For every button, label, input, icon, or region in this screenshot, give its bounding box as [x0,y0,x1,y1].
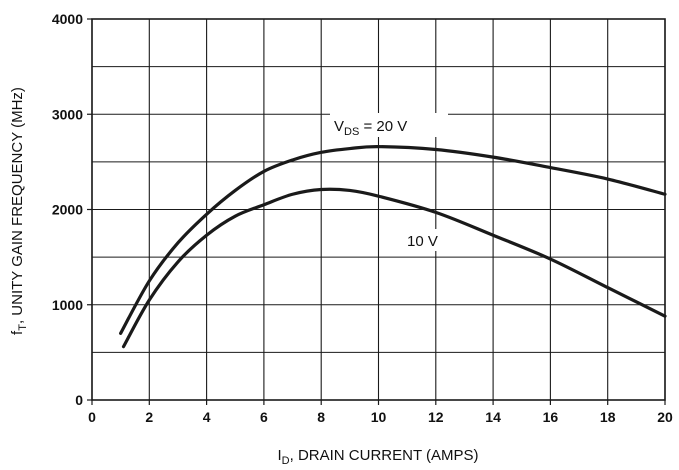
y-tick-label: 1000 [52,297,83,313]
y-tick-label: 2000 [52,202,83,218]
x-tick-labels: 0 2 4 6 8 10 12 14 16 18 20 [88,400,673,425]
x-tick-label: 6 [260,409,268,425]
x-tick-label: 10 [371,409,387,425]
series-line-vds-10v [121,187,667,349]
series-label-10v-background [403,229,443,251]
series-label-20v: VDS = 20 V [334,118,407,138]
x-tick-label: 12 [428,409,444,425]
y-tick-label: 0 [75,392,83,408]
x-tick-label: 16 [543,409,559,425]
x-axis-label: ID, DRAIN CURRENT (AMPS) [277,447,478,467]
x-tick-label: 4 [203,409,211,425]
y-axis-label: fT, UNITY GAIN FREQUENCY (MHz) [9,87,29,335]
x-tick-label: 0 [88,409,96,425]
grid [91,18,666,401]
x-tick-label: 20 [657,409,673,425]
y-tick-label: 3000 [52,106,83,122]
series-line-vds-20v [119,145,667,335]
y-tick-label: 4000 [52,11,83,27]
curves [119,145,667,349]
y-tick-labels: 0 1000 2000 3000 4000 [52,11,92,408]
x-tick-label: 8 [317,409,325,425]
x-tick-label: 14 [485,409,501,425]
x-tick-label: 2 [145,409,153,425]
x-tick-label: 18 [600,409,616,425]
series-label-20v-background [330,113,448,137]
series-label-10v: 10 V [407,233,438,250]
